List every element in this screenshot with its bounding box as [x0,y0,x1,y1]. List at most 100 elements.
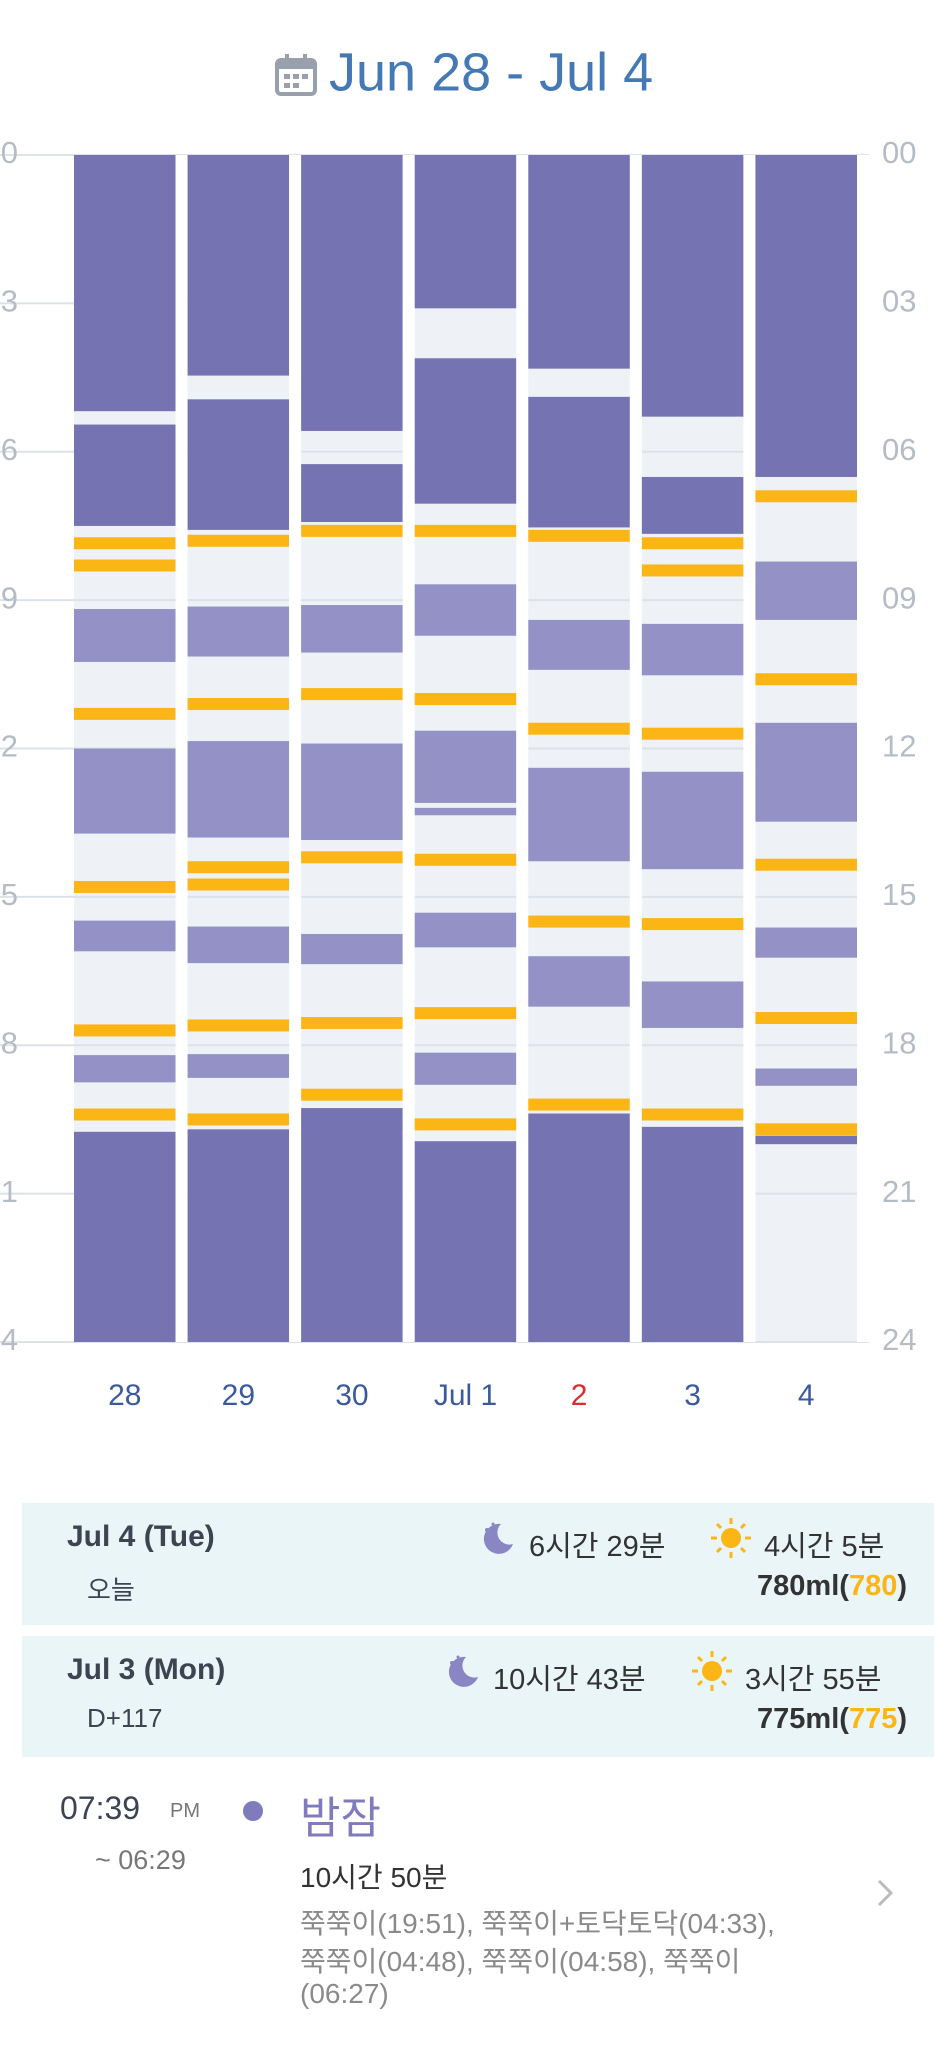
nap-segment [755,722,857,822]
night-sleep-segment [187,155,290,376]
volume-count: 775 [848,1703,898,1735]
sun-icon [711,1518,751,1558]
nap-segment [414,807,517,816]
nap-segment [74,920,176,952]
nap-segment [414,1052,517,1085]
summary-card[interactable]: Jul 4 (Tue) 오늘 6시간 29분 4시간 5분 780ml(780) [22,1503,934,1625]
nap-segment [414,912,517,948]
x-tick-label: Jul 1 [434,1379,497,1412]
y-tick-label-left: 06 [0,432,18,467]
feed-mark [301,851,403,864]
y-tick-label: 06 [882,432,916,467]
paren: ( [839,1570,849,1602]
column-gap [516,155,529,1342]
summary-date: Jul 4 (Tue) [67,1520,215,1553]
y-tick-label-left: 15 [0,877,18,912]
night-sleep-segment [755,1135,857,1145]
x-tick-label: 4 [798,1379,815,1412]
nap-segment [641,981,744,1028]
feed-mark [301,1016,403,1029]
y-tick-label: 12 [882,729,916,764]
night-sleep-segment [755,155,857,477]
night-sleep-segment [74,155,176,412]
feed-mark [414,1118,517,1131]
y-tick-label-left: 24 [0,1322,18,1357]
y-tick-label-left: 09 [0,580,18,615]
night-sleep-segment [528,1113,630,1342]
summary-card[interactable]: Jul 3 (Mon) D+117 10시간 43분 3시간 55분 775ml… [22,1636,934,1757]
night-sleep-segment [301,464,403,522]
night-sleep-segment [301,155,403,431]
feed-mark [187,697,290,710]
nap-segment [414,730,517,803]
y-tick-label: 18 [882,1025,916,1060]
night-sleep-segment [414,358,517,504]
feed-mark [755,858,857,871]
paren: ( [839,1703,849,1735]
column-gap [743,155,756,1342]
moon-icon [483,1522,513,1554]
volume-count: 780 [848,1570,898,1602]
feed-mark [755,490,857,503]
nap-segment [74,1055,176,1083]
feed-mark [641,564,744,577]
nap-segment [301,743,403,840]
nap-segment [301,605,403,653]
summary-date: Jul 3 (Mon) [67,1653,226,1686]
feed-mark [755,1123,857,1136]
y-tick-label-left: 12 [0,729,18,764]
feed-mark [74,1108,176,1121]
entry-time: 07:39 [60,1790,141,1826]
nap-segment [528,956,630,1007]
feed-mark [187,1113,290,1126]
night-sleep-segment [74,424,176,526]
x-tick-label: 28 [108,1379,141,1412]
feed-mark [641,918,744,931]
nap-segment [74,748,176,834]
y-tick-label: 00 [882,135,916,170]
entry-note: 쭉쭉이(19:51), 쭉쭉이+토닥토닥(04:33), [300,1908,775,1939]
nap-segment [755,1068,857,1086]
paren: ) [897,1703,907,1735]
feed-mark [528,1098,630,1111]
night-sleep-segment [414,1141,517,1342]
nap-segment [641,623,744,676]
feed-mark [74,537,176,550]
entry-ampm: PM [170,1800,200,1822]
x-tick-label: 30 [335,1379,368,1412]
nap-segment [187,1054,290,1078]
nap-segment [187,741,290,838]
entry-note: 쭉쭉이(04:48), 쭉쭉이(04:58), 쭉쭉이 [300,1946,741,1977]
feed-mark [74,559,176,572]
entry-dot [243,1801,263,1821]
y-tick-label: 24 [882,1322,916,1357]
awake-total: 3시간 55분 [745,1664,882,1696]
volume-ml: 775ml [757,1703,840,1735]
feed-mark [414,853,517,866]
feed-mark [301,1088,403,1101]
chart: Jun 28 - Jul 4 00 00 03 03 06 06 09 09 12 12 15 15 1… [0,42,916,1412]
moon-icon [448,1655,478,1687]
nap-segment [187,926,290,964]
feed-mark [641,537,744,550]
feed-mark [187,878,290,891]
nap-segment [755,561,857,620]
entry-end: ~ 06:29 [95,1845,186,1875]
night-sleep-segment [301,1108,403,1342]
night-sleep-segment [414,155,517,309]
feed-mark [528,529,630,542]
feed-mark [74,707,176,720]
night-sleep-segment [528,396,630,528]
y-tick-label-left: 21 [0,1174,18,1209]
y-tick-label: 03 [882,284,916,319]
night-sleep-segment [74,1131,176,1342]
entry-note: (06:27) [300,1978,389,2009]
feed-mark [528,722,630,735]
summary-sub: 오늘 [87,1575,135,1605]
nap-segment [301,933,403,965]
y-tick-label: 21 [882,1174,916,1209]
feed-mark [187,861,290,874]
night-sleep-segment [641,1126,744,1342]
feed-mark [755,1012,857,1025]
